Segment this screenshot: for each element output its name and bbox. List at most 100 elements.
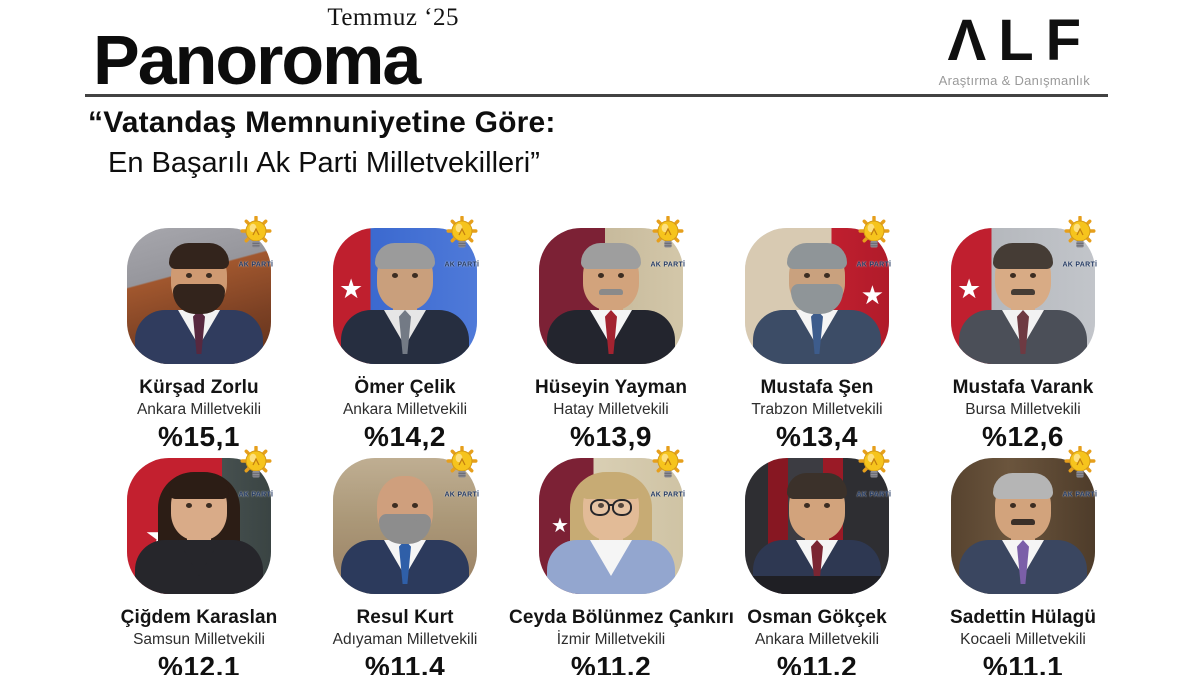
portrait-suit [135, 540, 263, 594]
ak-parti-badge: AK PARTİ [635, 446, 701, 504]
ak-parti-label: AK PARTİ [444, 261, 480, 269]
ak-parti-label: AK PARTİ [1062, 491, 1098, 499]
flag-star-icon: ★ [551, 515, 569, 537]
portrait-eyes [596, 273, 626, 278]
portrait-eyes [802, 273, 832, 278]
member-percent: %11,2 [776, 651, 858, 675]
member-card: ★ [97, 446, 301, 675]
portrait-eyes [184, 273, 214, 278]
member-name: Çiğdem Karaslan [120, 607, 278, 628]
portrait-head [169, 243, 229, 314]
portrait-hair [993, 243, 1053, 269]
member-photo-wrap: ★ [539, 446, 685, 594]
member-card: ★ [509, 216, 713, 453]
portrait-mustache [187, 289, 211, 295]
portrait-hair [581, 243, 641, 269]
alf-logo-subtitle: Araştırma & Danışmanlık [938, 73, 1090, 88]
member-district: Bursa Milletvekili [965, 401, 1081, 418]
member-card: ★ [715, 216, 919, 453]
member-percent: %11,2 [570, 651, 652, 675]
member-percent: %12,1 [158, 651, 240, 675]
portrait-hair [787, 473, 847, 499]
portrait-head [169, 473, 229, 540]
portrait-hair [169, 243, 229, 269]
member-photo: ★ [745, 458, 889, 594]
member-photo-wrap: ★ [951, 446, 1097, 594]
page-title: “Vatandaş Memnuniyetine Göre: En Başarıl… [88, 106, 556, 180]
ak-parti-badge: AK PARTİ [841, 216, 907, 274]
ak-parti-label: AK PARTİ [856, 261, 892, 269]
portrait-hair [787, 243, 847, 269]
member-name: Ömer Çelik [354, 377, 456, 398]
portrait-suit [341, 310, 469, 364]
flag-star-icon: ★ [339, 274, 364, 304]
member-photo-wrap: ★ [745, 216, 891, 364]
member-photo: ★ [539, 458, 683, 594]
member-percent: %11,4 [364, 651, 446, 675]
portrait-suit [547, 310, 675, 364]
ak-parti-bulb-icon [652, 216, 684, 248]
ak-parti-badge: AK PARTİ [429, 446, 495, 504]
member-photo-wrap: ★ [127, 216, 273, 364]
member-photo-wrap: ★ [951, 216, 1097, 364]
member-photo-wrap: ★ [333, 446, 479, 594]
portrait-eyes [1008, 273, 1038, 278]
member-percent: %13,4 [776, 421, 858, 452]
ak-parti-badge: AK PARTİ [223, 216, 289, 274]
ak-parti-bulb-icon [1064, 446, 1096, 478]
member-card: ★ [303, 216, 507, 453]
portrait-suit [959, 540, 1087, 594]
portrait-head [377, 476, 433, 544]
portrait-head [993, 473, 1053, 540]
ak-parti-label: AK PARTİ [444, 491, 480, 499]
ak-parti-badge: AK PARTİ [223, 446, 289, 504]
portrait-mustache [1011, 519, 1035, 525]
ak-parti-badge: AK PARTİ [1047, 446, 1113, 504]
member-photo: ★ [333, 458, 477, 594]
portrait-mustache [1011, 289, 1035, 295]
portrait-eyes [390, 273, 420, 278]
portrait-head [375, 243, 435, 310]
ak-parti-label: AK PARTİ [650, 261, 686, 269]
portrait-head [581, 473, 641, 540]
member-district: Hatay Milletvekili [553, 401, 669, 418]
glasses-icon [589, 499, 633, 516]
alf-logo-text: ΛLF [947, 8, 1094, 73]
member-district: İzmir Milletvekili [556, 631, 666, 648]
portrait-hair [375, 243, 435, 269]
member-name: Mustafa Şen [760, 377, 874, 398]
brand-title: Panoroma [93, 21, 421, 99]
member-percent: %14,2 [364, 421, 446, 452]
member-card: ★ [921, 446, 1125, 675]
portrait-suit [959, 310, 1087, 364]
member-photo-wrap: ★ [333, 216, 480, 364]
member-percent: %11,1 [982, 651, 1064, 675]
ak-parti-bulb-icon [240, 216, 272, 248]
ak-parti-badge: AK PARTİ [1047, 216, 1113, 274]
member-name: Mustafa Varank [952, 377, 1094, 398]
member-name: Ceyda Bölünmez Çankırı [509, 607, 734, 628]
ak-parti-badge: AK PARTİ [841, 446, 907, 504]
member-photo: ★ [333, 228, 477, 364]
ak-parti-bulb-icon [446, 216, 478, 248]
title-line-2: En Başarılı Ak Parti Milletvekilleri” [108, 147, 540, 179]
portrait-mustache [805, 289, 829, 295]
ak-parti-bulb-icon [652, 446, 684, 478]
member-card: ★ [97, 216, 301, 453]
member-name: Hüseyin Yayman [534, 377, 688, 398]
portrait-head [581, 243, 641, 310]
member-card: ★ [303, 446, 507, 675]
ak-parti-bulb-icon [858, 216, 890, 248]
portrait-mustache [393, 519, 417, 525]
member-photo-wrap: ★ [127, 446, 273, 594]
flag-star-icon: ★ [957, 274, 982, 304]
member-card: ★ [509, 446, 734, 675]
alf-logo: ΛLF Araştırma & Danışmanlık [938, 12, 1090, 89]
member-photo: ★ [951, 458, 1095, 594]
flag-star-icon: ★ [860, 280, 884, 310]
ak-parti-bulb-icon [446, 446, 478, 478]
portrait-mustache [599, 289, 623, 295]
member-name: Kürşad Zorlu [139, 377, 259, 398]
ak-parti-badge: AK PARTİ [635, 216, 701, 274]
member-name: Sadettin Hülagü [949, 607, 1097, 628]
